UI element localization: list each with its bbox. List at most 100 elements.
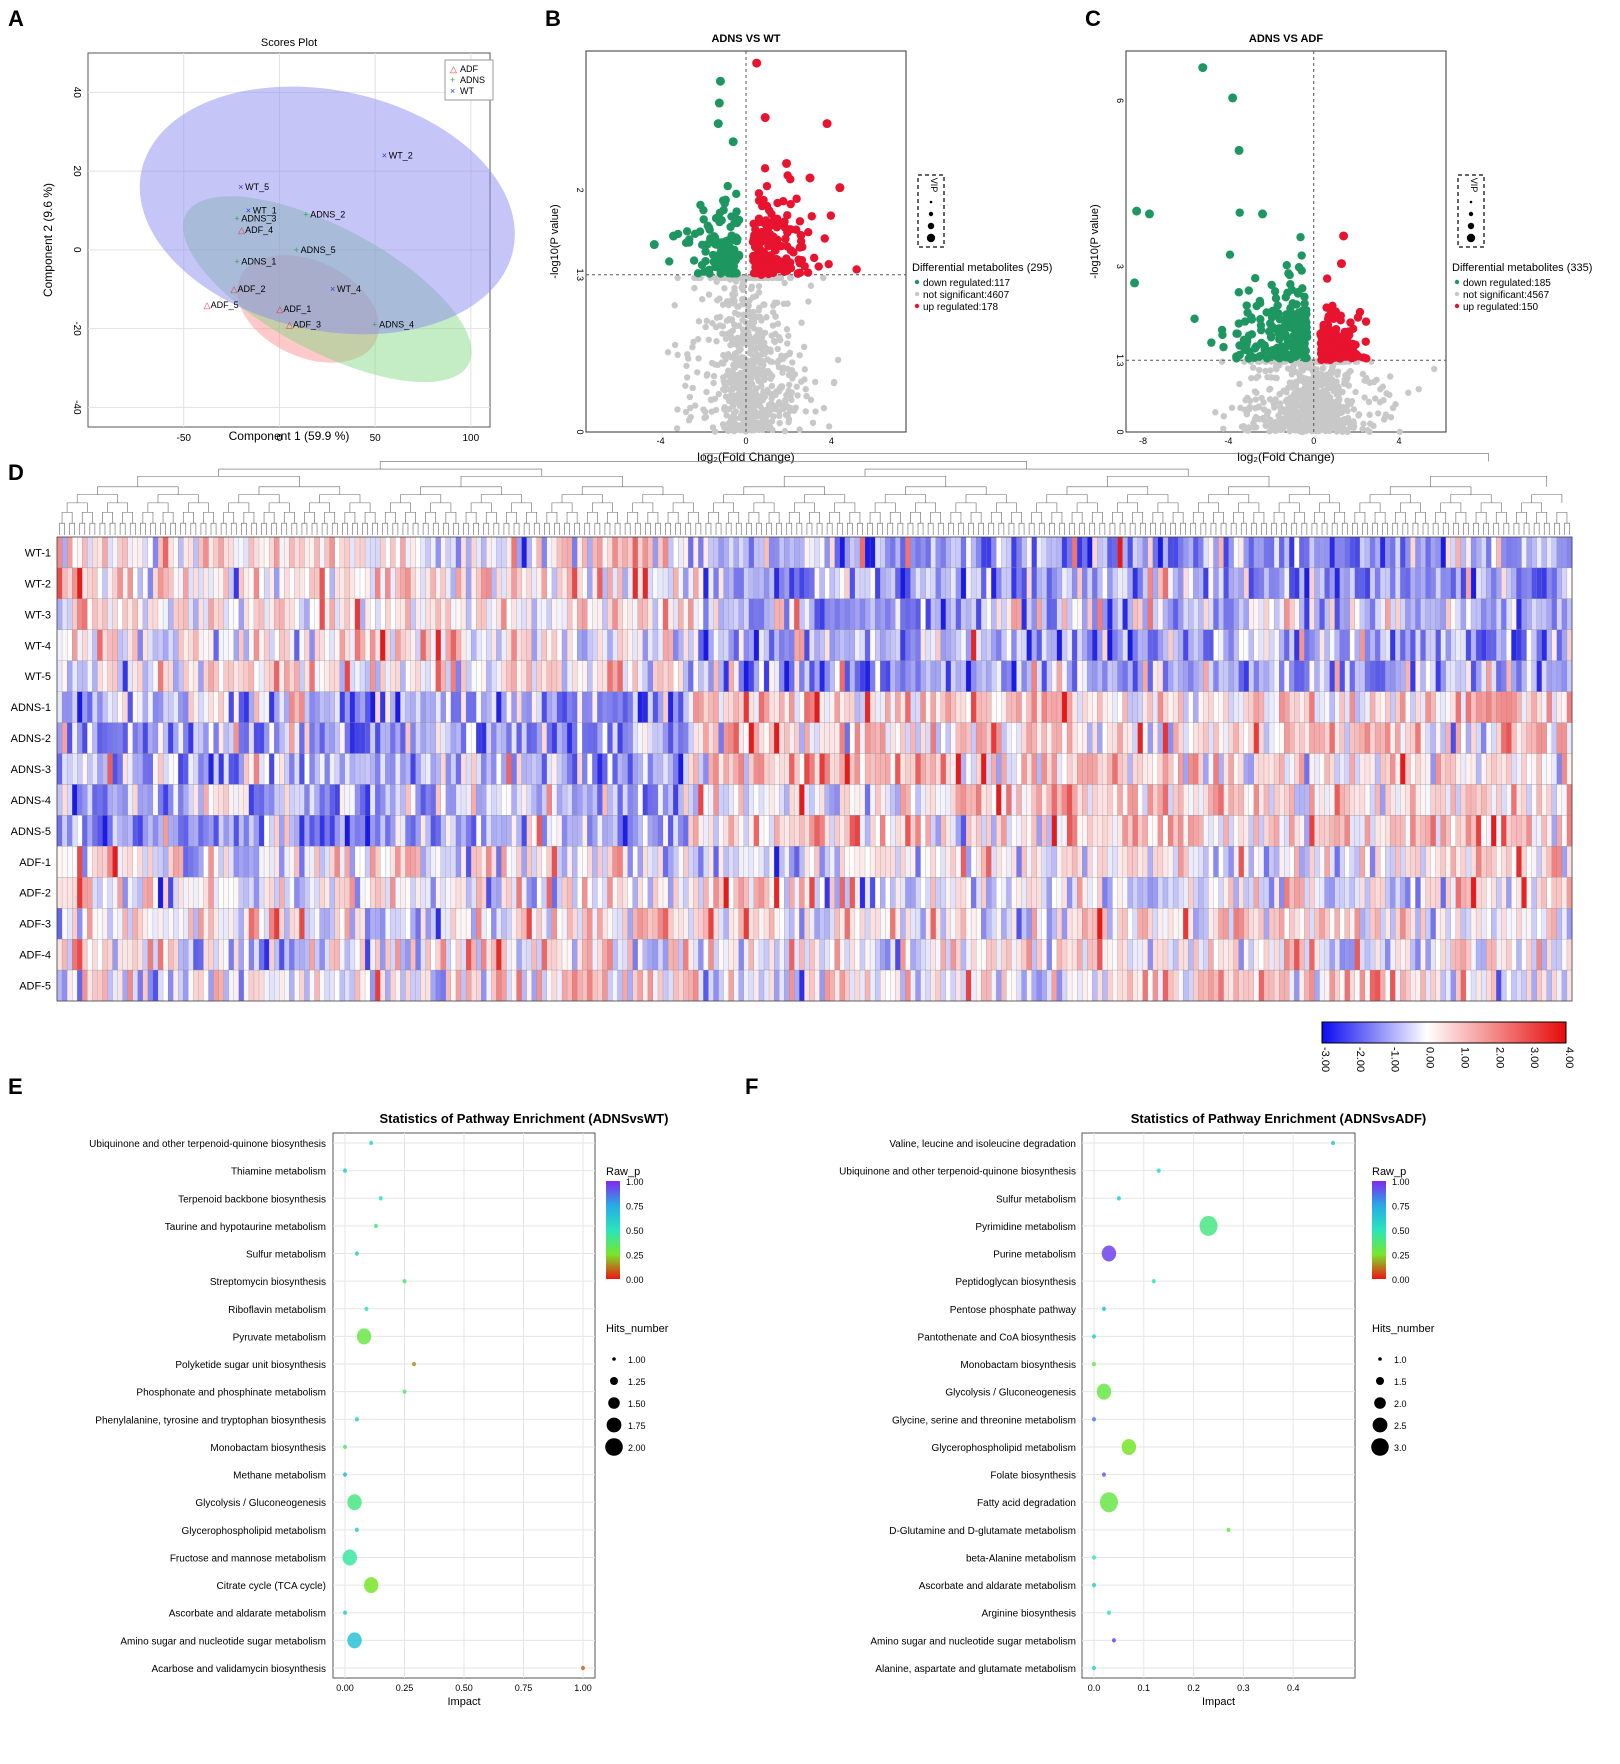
heatmap-cell: [1364, 691, 1371, 723]
heatmap-cell: [1122, 598, 1129, 630]
heatmap-cell: [82, 598, 88, 630]
heatmap-cell: [1329, 722, 1336, 754]
heatmap-cell: [1268, 691, 1275, 723]
heatmap-cell: [849, 536, 856, 569]
heatmap-cell: [1107, 660, 1113, 692]
heatmap-cell: [1289, 536, 1295, 569]
heatmap-cell: [642, 784, 649, 816]
down-regulated-point: [1297, 266, 1306, 275]
dendrogram-branch: [1389, 486, 1472, 495]
heatmap-cell: [1172, 660, 1179, 692]
heatmap-cell: [445, 691, 452, 723]
dendrogram-branch: [910, 511, 921, 524]
heatmap-cell: [400, 536, 406, 569]
chart-title-b: ADNS VS WT: [711, 33, 780, 45]
heatmap-cell: [72, 722, 78, 754]
dendrogram-branch: [1319, 502, 1340, 513]
heatmap-cell: [1324, 660, 1331, 692]
heatmap-cell: [1445, 629, 1452, 661]
not-significant-point: [807, 396, 815, 404]
heatmap-cell: [193, 753, 199, 785]
heatmap-cell: [385, 660, 391, 692]
heatmap-cell: [864, 691, 871, 723]
heatmap-cell: [642, 536, 649, 569]
dendrogram-branch: [990, 511, 1002, 524]
heatmap-cell: [1435, 722, 1442, 754]
heatmap-cell: [410, 598, 416, 630]
heatmap-cell: [92, 660, 98, 692]
heatmap-cell: [425, 722, 432, 754]
heatmap-cell: [359, 536, 366, 569]
heatmap-cell: [869, 691, 876, 723]
dendrogram-branch: [1475, 511, 1487, 524]
score-point-label: ADNS_4: [379, 320, 414, 330]
heatmap-cell: [455, 784, 462, 816]
heatmap-cell: [157, 784, 164, 816]
heatmap-cell: [1551, 567, 1558, 599]
heatmap-cell: [1450, 660, 1457, 692]
heatmap-cell: [380, 567, 386, 599]
heatmap-cell: [1506, 629, 1512, 661]
dendrogram-branch: [1036, 502, 1058, 513]
heatmap-cell: [1263, 722, 1270, 754]
heatmap-cell: [1006, 536, 1012, 569]
heatmap-cell: [1450, 598, 1457, 630]
heatmap-cell: [218, 722, 225, 754]
score-point-label: ADF_3: [293, 320, 321, 330]
heatmap-cell: [1390, 691, 1396, 723]
heatmap-cell: [693, 598, 699, 630]
heatmap-cell: [173, 784, 179, 816]
heatmap-cell: [996, 660, 1002, 692]
heatmap-cell: [198, 784, 204, 816]
heatmap-cell: [779, 691, 785, 723]
heatmap-cell: [960, 753, 967, 785]
heatmap-cell: [127, 753, 134, 785]
dendrogram-branch: [513, 522, 520, 535]
heatmap-cell: [1400, 691, 1406, 723]
dendrogram-branch: [874, 502, 896, 513]
heatmap-cell: [637, 722, 644, 754]
not-significant-point: [1340, 380, 1348, 388]
legend-marker-a: ×: [450, 86, 455, 96]
heatmap-cell: [1011, 567, 1017, 599]
heatmap-cell: [465, 598, 472, 630]
dendrogram-branch: [506, 511, 517, 524]
heatmap-cell: [314, 629, 321, 661]
heatmap-cell: [571, 784, 578, 816]
down-regulated-point: [732, 189, 741, 199]
heatmap-cell: [162, 567, 169, 599]
heatmap-cell: [258, 722, 265, 754]
heatmap-cell: [1218, 660, 1224, 692]
heatmap-cell: [1551, 660, 1558, 692]
heatmap-cell: [607, 753, 613, 785]
heatmap-cell: [693, 536, 699, 569]
differential-legend-label: not significant:4607: [923, 290, 1010, 301]
dendrogram-branch: [1008, 522, 1015, 535]
heatmap-cell: [1167, 629, 1174, 661]
heatmap-cell: [723, 660, 730, 692]
heatmap-cell: [839, 598, 846, 630]
heatmap-cell: [859, 691, 866, 723]
heatmap-cell: [824, 629, 831, 661]
heatmap-cell: [834, 691, 841, 723]
not-significant-point: [1370, 422, 1377, 430]
heatmap-cell: [1344, 598, 1351, 630]
down-regulated-point: [1219, 342, 1228, 352]
heatmap-cell: [1071, 691, 1078, 723]
dendrogram-branch: [1473, 522, 1479, 535]
heatmap-cell: [390, 660, 396, 692]
heatmap-cell: [950, 691, 957, 723]
heatmap-cell: [546, 598, 553, 630]
down-regulated-point: [721, 236, 731, 246]
heatmap-cell: [1102, 753, 1108, 785]
heatmap-cell: [1278, 567, 1285, 599]
dendrogram-branch: [157, 494, 199, 503]
heatmap-cell: [556, 784, 563, 816]
heatmap-cell: [405, 722, 411, 754]
y-tick-label-b: 0: [575, 429, 585, 434]
heatmap-cell: [97, 722, 103, 754]
heatmap-cell: [1152, 629, 1159, 661]
heatmap-cell: [657, 784, 664, 816]
dendrogram-branch: [1432, 522, 1439, 535]
heatmap-cell: [1491, 691, 1497, 723]
